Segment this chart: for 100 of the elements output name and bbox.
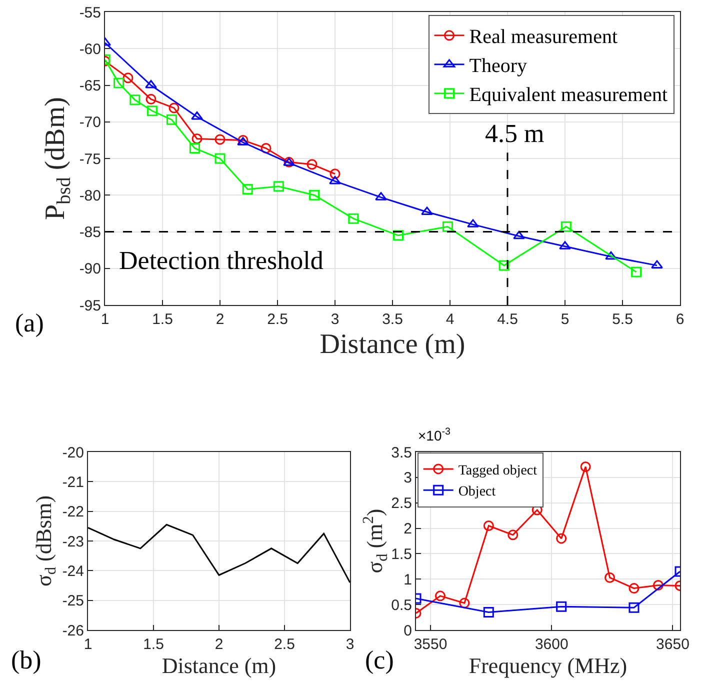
ref-line-label: Detection threshold xyxy=(119,246,324,275)
point xyxy=(459,598,470,608)
point xyxy=(260,143,272,154)
point xyxy=(652,580,664,590)
y-tick-label: -21 xyxy=(62,474,84,491)
point xyxy=(580,462,591,472)
text: (b) xyxy=(11,646,42,674)
y-tick-label: -95 xyxy=(79,297,101,314)
y-tick-label: 0.5 xyxy=(391,596,412,614)
point xyxy=(329,176,341,184)
ref-line-label: 4.5 m xyxy=(485,119,544,148)
y-tick-label: 3.5 xyxy=(391,444,412,462)
x-axis-title: Distance (m) xyxy=(320,329,466,360)
point xyxy=(166,114,177,125)
x-tick-label: 3 xyxy=(346,636,354,653)
point xyxy=(498,260,510,271)
point xyxy=(513,230,525,240)
point xyxy=(192,133,202,144)
point xyxy=(604,572,616,583)
text: ×10$^{-3}$ xyxy=(418,426,452,444)
point xyxy=(421,206,433,215)
text: (c) xyxy=(365,646,394,674)
y-tick-label: -24 xyxy=(62,562,84,580)
x-tick-label: 3550 xyxy=(414,636,448,653)
y-tick-label: -22 xyxy=(62,504,84,521)
point xyxy=(309,190,320,200)
legend-label: Equivalent measurement xyxy=(469,84,668,106)
y-tick-label: -70 xyxy=(79,114,101,132)
x-tick-label: 4.5 xyxy=(497,311,518,328)
point xyxy=(273,181,284,192)
point xyxy=(146,94,156,104)
point xyxy=(508,530,518,540)
y-tick-label: -75 xyxy=(79,150,101,168)
y-tick-label: 2.5 xyxy=(391,495,412,512)
point xyxy=(122,72,134,84)
x-tick-label: 3600 xyxy=(534,636,568,653)
y-tick-label: 0 xyxy=(404,622,412,640)
y-tick-label: -55 xyxy=(79,4,101,22)
y-tick-label: -26 xyxy=(62,622,84,640)
y-tick-label: -90 xyxy=(79,260,101,278)
x-tick-label: 5.5 xyxy=(612,311,633,328)
point xyxy=(483,520,494,531)
point xyxy=(442,221,453,232)
point xyxy=(168,102,180,114)
point xyxy=(130,94,140,106)
x-tick-label: 2 xyxy=(216,311,224,328)
y-tick-label: 2 xyxy=(404,520,412,538)
legend-label: Theory xyxy=(469,55,528,78)
point xyxy=(237,137,249,146)
point xyxy=(145,80,157,88)
point xyxy=(434,590,446,602)
x-tick-label: 1.5 xyxy=(152,311,173,328)
legend-label: Tagged object xyxy=(458,463,538,478)
point xyxy=(628,583,640,594)
x-axis-title: Frequency (MHz) xyxy=(468,653,628,678)
x-tick-label: 2 xyxy=(214,636,224,653)
x-tick-label: 1.5 xyxy=(143,636,164,653)
line-series xyxy=(88,524,350,584)
y-tick-label: -80 xyxy=(79,187,101,204)
legend-label: Real measurement xyxy=(469,26,618,48)
point xyxy=(393,230,404,241)
point xyxy=(375,192,387,200)
legend-label: Object xyxy=(458,484,496,500)
point xyxy=(631,266,642,278)
x-tick-label: 6 xyxy=(676,311,684,328)
point xyxy=(556,533,567,544)
point xyxy=(214,153,226,164)
x-tick-label: 3650 xyxy=(656,636,690,653)
point xyxy=(605,251,617,260)
point xyxy=(330,168,340,180)
y-tick-label: 1.5 xyxy=(391,546,412,563)
y-tick-label: -60 xyxy=(79,40,101,58)
x-axis-title: Distance (m) xyxy=(162,653,276,678)
point xyxy=(556,601,567,612)
x-tick-label: 5 xyxy=(560,311,570,328)
x-tick-label: 3 xyxy=(330,311,340,328)
point xyxy=(651,260,663,268)
point xyxy=(189,143,200,154)
point xyxy=(214,134,226,145)
y-tick-label: 3 xyxy=(404,470,412,487)
point xyxy=(114,78,124,88)
point xyxy=(483,606,494,618)
x-tick-label: 4 xyxy=(446,311,454,328)
point xyxy=(467,219,479,228)
x-tick-label: 2.5 xyxy=(267,311,288,328)
point xyxy=(146,106,158,116)
x-tick-label: 2.5 xyxy=(274,636,295,653)
y-tick-label: -85 xyxy=(79,224,101,241)
point xyxy=(628,602,640,613)
point xyxy=(560,221,572,232)
y-tick-label: -65 xyxy=(79,78,101,94)
point xyxy=(306,159,318,170)
point xyxy=(348,213,359,224)
point xyxy=(559,241,571,250)
point xyxy=(191,112,203,120)
y-tick-label: 1 xyxy=(404,571,412,588)
text: (a) xyxy=(15,308,44,338)
y-tick-label: -23 xyxy=(62,533,84,550)
y-tick-label: -25 xyxy=(62,592,84,610)
y-tick-label: -20 xyxy=(62,444,84,462)
